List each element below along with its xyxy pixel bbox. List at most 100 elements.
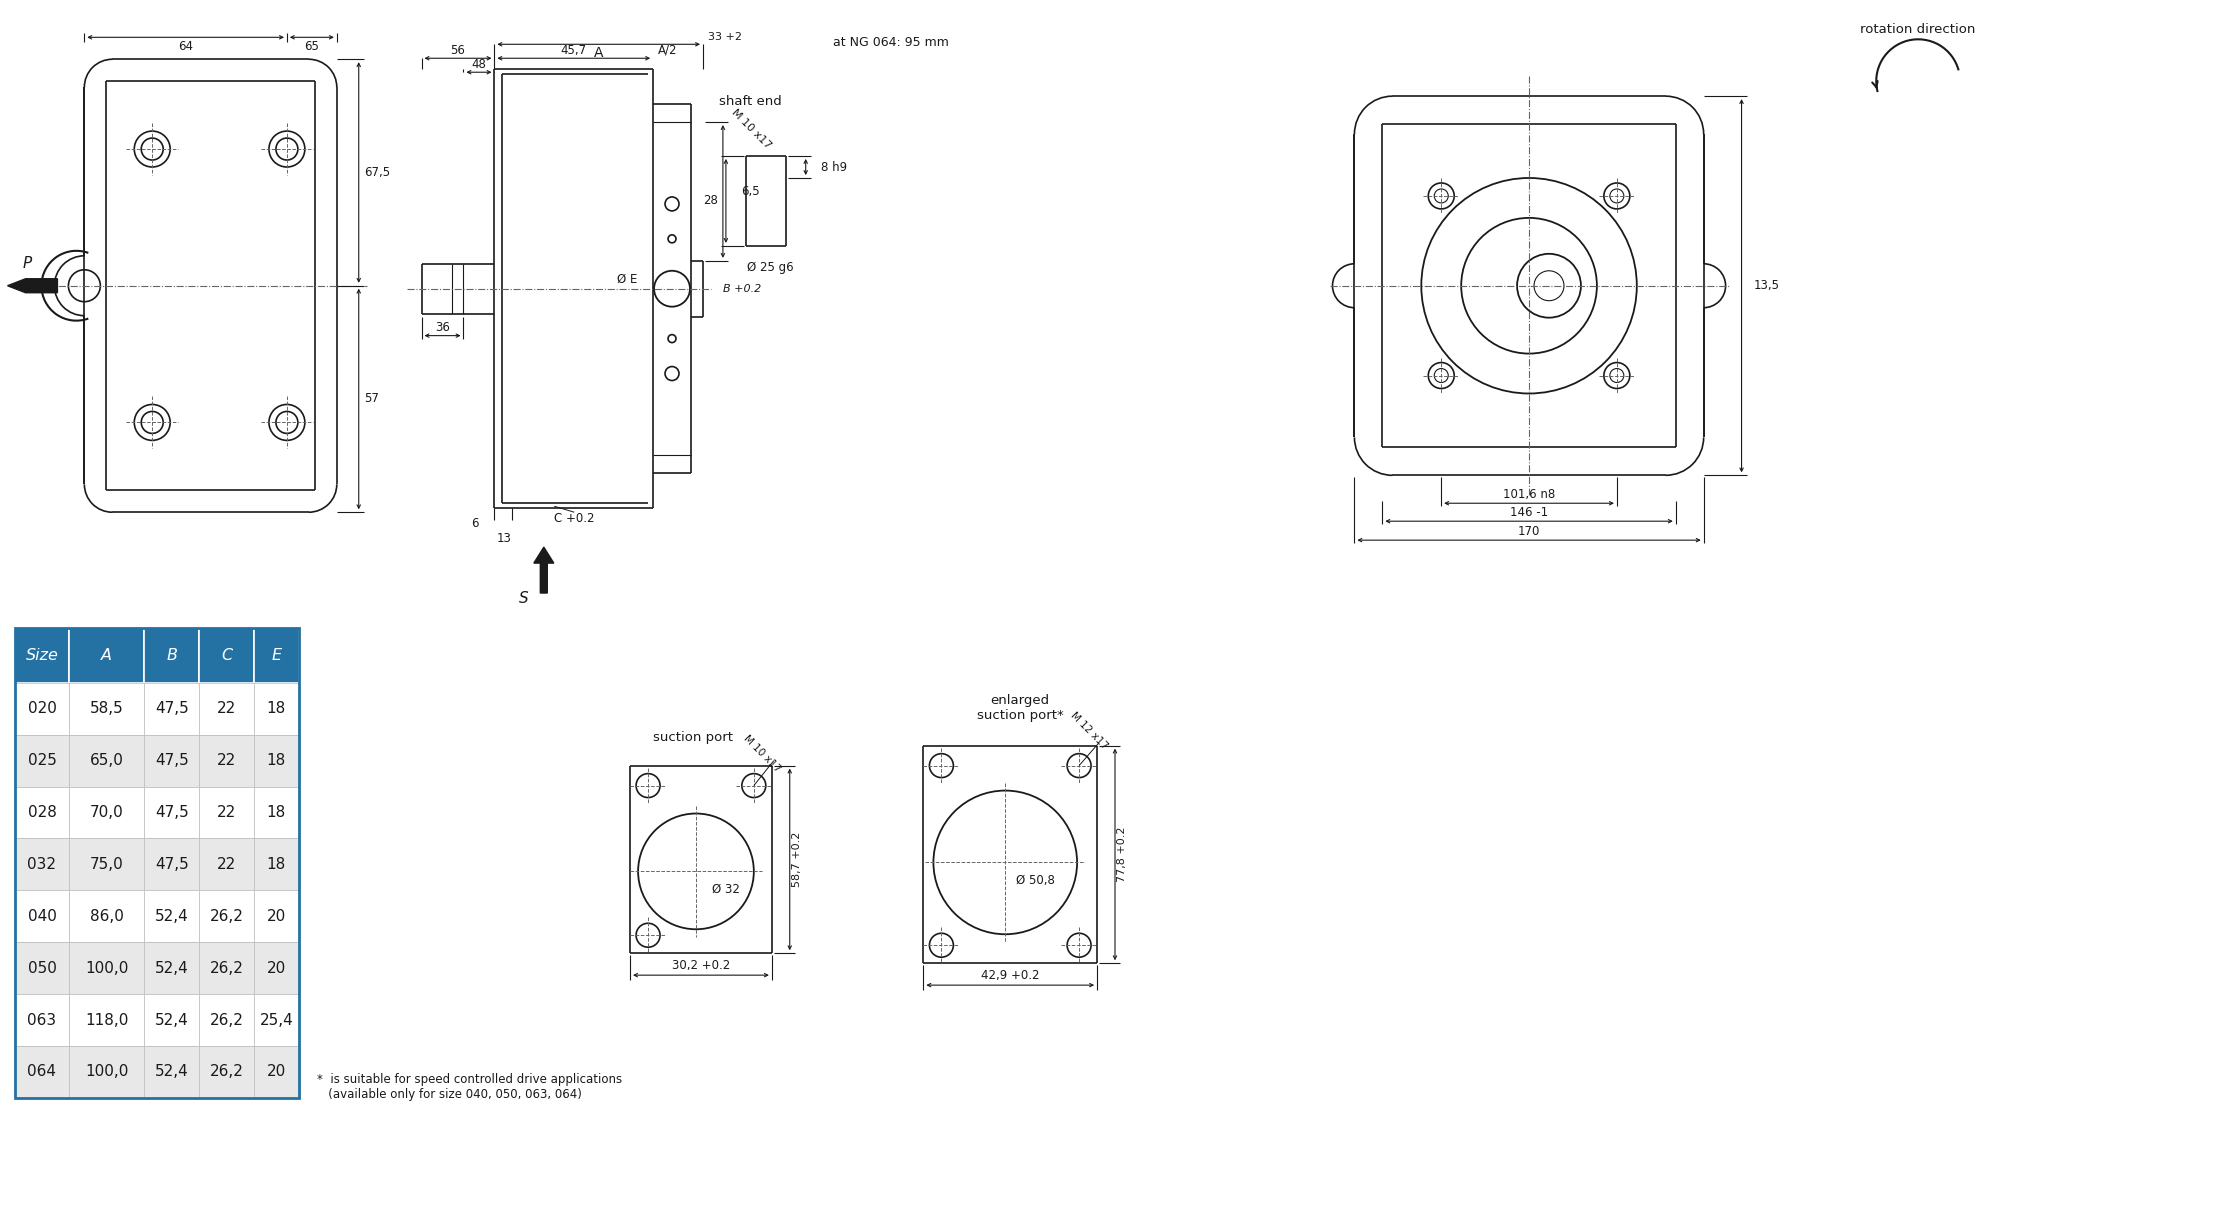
Text: 18: 18 xyxy=(268,753,285,768)
Text: B: B xyxy=(167,648,176,663)
Bar xyxy=(69,787,145,839)
Text: enlarged
suction port*: enlarged suction port* xyxy=(977,693,1064,722)
Text: 025: 025 xyxy=(27,753,56,768)
Bar xyxy=(16,994,69,1046)
Bar xyxy=(145,734,198,787)
FancyArrow shape xyxy=(533,547,553,593)
Text: *  is suitable for speed controlled drive applications
   (available only for si: * is suitable for speed controlled drive… xyxy=(317,1073,622,1100)
Text: 6: 6 xyxy=(471,516,477,530)
Text: 020: 020 xyxy=(27,702,56,716)
Bar xyxy=(198,734,254,787)
Text: 57: 57 xyxy=(363,393,379,406)
Text: 25,4: 25,4 xyxy=(259,1012,294,1028)
Bar xyxy=(145,1046,198,1098)
Text: 65,0: 65,0 xyxy=(89,753,123,768)
Text: M 12 x17: M 12 x17 xyxy=(1068,710,1111,751)
Text: 64: 64 xyxy=(178,40,194,53)
Text: 146 -1: 146 -1 xyxy=(1510,505,1548,519)
Bar xyxy=(69,942,145,994)
Text: 170: 170 xyxy=(1519,525,1541,538)
Text: 20: 20 xyxy=(268,909,285,924)
Bar xyxy=(145,787,198,839)
Bar xyxy=(198,628,254,682)
Text: 100,0: 100,0 xyxy=(85,1064,129,1080)
FancyArrow shape xyxy=(7,279,58,293)
Text: 032: 032 xyxy=(27,857,56,871)
Text: 22: 22 xyxy=(216,702,236,716)
Bar xyxy=(198,994,254,1046)
Text: C: C xyxy=(221,648,232,663)
Text: 22: 22 xyxy=(216,857,236,871)
Text: 118,0: 118,0 xyxy=(85,1012,129,1028)
Text: 22: 22 xyxy=(216,805,236,821)
Text: 52,4: 52,4 xyxy=(154,1012,190,1028)
Text: 58,7 +0.2: 58,7 +0.2 xyxy=(792,831,803,887)
Text: at NG 064: 95 mm: at NG 064: 95 mm xyxy=(832,36,948,48)
Bar xyxy=(16,1046,69,1098)
Text: S: S xyxy=(520,590,529,606)
Bar xyxy=(254,787,299,839)
Text: 26,2: 26,2 xyxy=(210,1064,243,1080)
Text: 42,9 +0.2: 42,9 +0.2 xyxy=(981,968,1039,982)
Bar xyxy=(16,891,69,942)
Text: 101,6 n8: 101,6 n8 xyxy=(1503,487,1554,501)
Bar xyxy=(198,839,254,891)
Text: 26,2: 26,2 xyxy=(210,909,243,924)
Text: 52,4: 52,4 xyxy=(154,909,190,924)
Bar xyxy=(254,891,299,942)
Text: shaft end: shaft end xyxy=(720,95,783,108)
Bar xyxy=(69,1046,145,1098)
Bar xyxy=(16,628,69,682)
Bar xyxy=(69,628,145,682)
Text: suction port: suction port xyxy=(653,731,734,744)
Bar xyxy=(16,628,299,1098)
Bar xyxy=(69,839,145,891)
Text: 18: 18 xyxy=(268,702,285,716)
Text: 77,8 +0.2: 77,8 +0.2 xyxy=(1117,827,1126,882)
Bar xyxy=(254,682,299,734)
Text: 100,0: 100,0 xyxy=(85,961,129,976)
Text: rotation direction: rotation direction xyxy=(1860,23,1976,36)
Text: A/2: A/2 xyxy=(658,44,678,57)
Bar xyxy=(16,734,69,787)
Text: A: A xyxy=(100,648,112,663)
Bar xyxy=(198,787,254,839)
Text: 18: 18 xyxy=(268,805,285,821)
Bar xyxy=(145,891,198,942)
Text: 20: 20 xyxy=(268,1064,285,1080)
Text: A: A xyxy=(593,46,604,61)
Text: 86,0: 86,0 xyxy=(89,909,123,924)
Text: P: P xyxy=(22,256,31,271)
Text: Size: Size xyxy=(25,648,58,663)
Bar xyxy=(16,682,69,734)
Bar xyxy=(254,942,299,994)
Text: 028: 028 xyxy=(27,805,56,821)
Text: 8 h9: 8 h9 xyxy=(821,160,847,173)
Text: 18: 18 xyxy=(268,857,285,871)
Text: B +0.2: B +0.2 xyxy=(723,284,760,293)
Text: 47,5: 47,5 xyxy=(154,702,190,716)
Text: 040: 040 xyxy=(27,909,56,924)
Text: Ø 32: Ø 32 xyxy=(711,882,740,896)
Text: 47,5: 47,5 xyxy=(154,805,190,821)
Text: 48: 48 xyxy=(471,58,486,70)
Text: 20: 20 xyxy=(268,961,285,976)
Bar xyxy=(69,994,145,1046)
Text: 36: 36 xyxy=(435,321,450,335)
Text: 13,5: 13,5 xyxy=(1753,279,1780,292)
Text: 26,2: 26,2 xyxy=(210,1012,243,1028)
Text: Ø E: Ø E xyxy=(618,273,638,285)
Bar xyxy=(254,734,299,787)
Text: Ø 50,8: Ø 50,8 xyxy=(1015,874,1055,887)
Bar xyxy=(16,839,69,891)
Bar xyxy=(198,942,254,994)
Text: 22: 22 xyxy=(216,753,236,768)
Text: 13: 13 xyxy=(497,532,513,544)
Text: M 10 x17: M 10 x17 xyxy=(740,733,783,774)
Text: E: E xyxy=(272,648,281,663)
Bar xyxy=(69,734,145,787)
Bar xyxy=(145,942,198,994)
Text: 75,0: 75,0 xyxy=(89,857,123,871)
Text: 28: 28 xyxy=(702,194,718,207)
Bar xyxy=(145,994,198,1046)
